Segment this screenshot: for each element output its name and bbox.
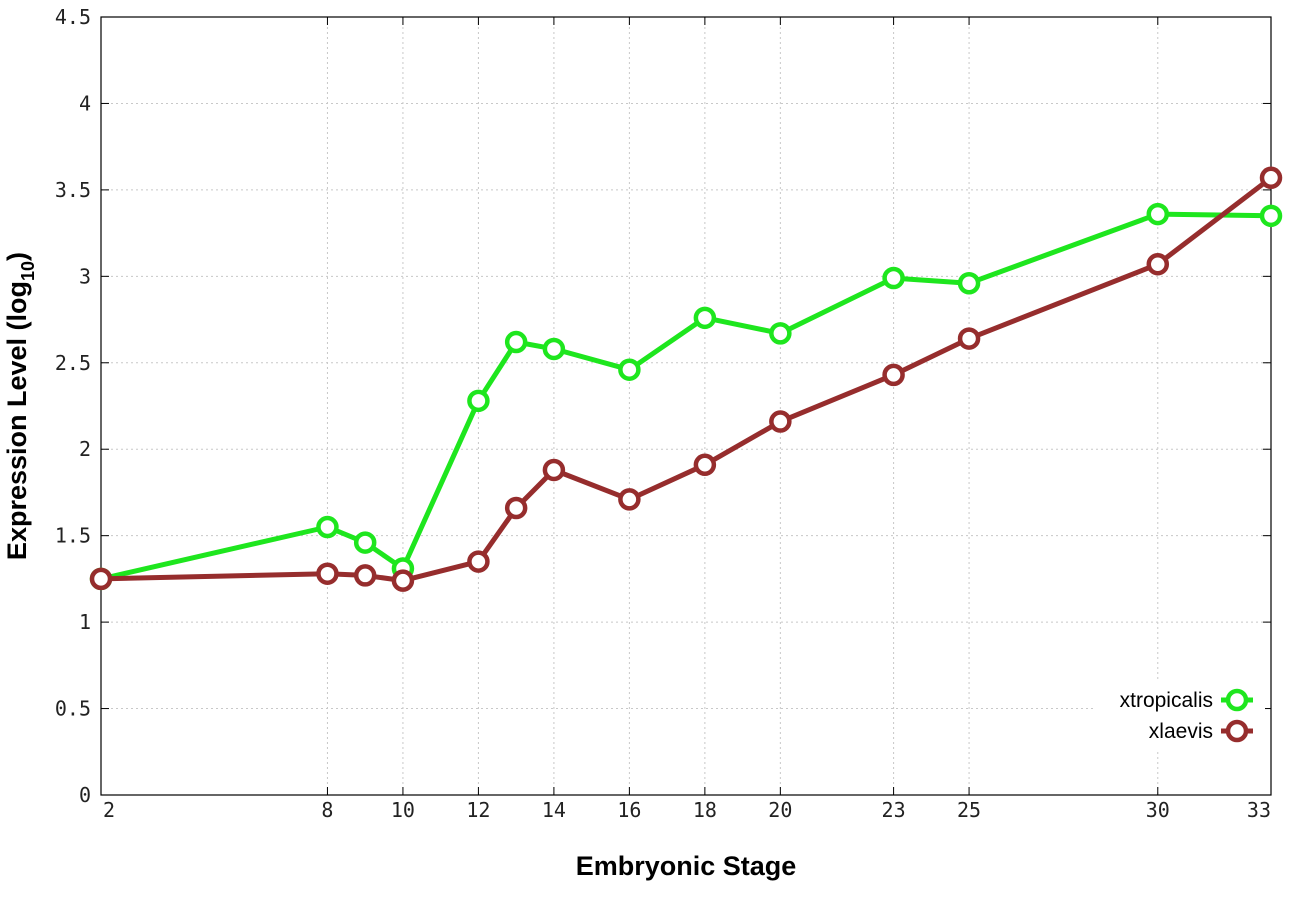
data-point bbox=[1146, 252, 1170, 276]
x-tick-label: 14 bbox=[542, 798, 566, 822]
x-tick-label: 16 bbox=[617, 798, 641, 822]
data-point bbox=[353, 531, 377, 554]
y-tick-label: 0 bbox=[79, 783, 91, 807]
series-lines bbox=[89, 166, 1283, 592]
legend-label: xlaevis bbox=[1149, 720, 1213, 743]
y-tick-label: 0.5 bbox=[55, 697, 91, 721]
legend-swatch-marker bbox=[1225, 688, 1249, 712]
data-point bbox=[882, 266, 905, 290]
data-point bbox=[882, 363, 905, 387]
x-axis-title: Embryonic Stage bbox=[576, 851, 797, 881]
data-point bbox=[1146, 202, 1170, 226]
data-point bbox=[618, 488, 641, 511]
axis-ticks: 0 0.5 1 1.5 2 2.5 3 3.5 4 4.5 2 8 10 12 14 16 18 20 23 25 30… bbox=[55, 5, 1272, 822]
data-point bbox=[769, 410, 792, 433]
y-tick-label: 2.5 bbox=[55, 351, 91, 375]
data-point bbox=[504, 496, 528, 520]
data-point bbox=[316, 562, 339, 585]
data-point bbox=[769, 322, 792, 345]
data-point bbox=[353, 564, 377, 587]
y-tick-label: 3.5 bbox=[55, 178, 91, 202]
x-tick-label: 23 bbox=[882, 798, 906, 822]
legend-swatch-marker bbox=[1225, 719, 1249, 743]
x-tick-label: 12 bbox=[466, 798, 490, 822]
series-xtropicalis bbox=[89, 202, 1283, 591]
data-point bbox=[467, 389, 490, 413]
legend: xtropicalis xlaevis bbox=[1095, 682, 1265, 750]
data-point bbox=[504, 330, 528, 354]
data-point bbox=[957, 327, 981, 350]
legend-label: xtropicalis bbox=[1120, 689, 1213, 712]
y-axis-title: Expression Level (log10) bbox=[2, 252, 38, 560]
y-tick-label: 1 bbox=[79, 610, 91, 634]
y-tick-label: 3 bbox=[79, 264, 91, 288]
y-tick-label: 1.5 bbox=[55, 524, 91, 548]
x-tick-label: 30 bbox=[1146, 798, 1170, 822]
x-tick-label: 20 bbox=[768, 798, 792, 822]
data-point bbox=[1259, 166, 1283, 190]
series-xlaevis bbox=[89, 166, 1283, 592]
data-point bbox=[693, 453, 717, 477]
x-tick-label: 25 bbox=[957, 798, 981, 822]
data-point bbox=[391, 569, 415, 592]
x-tick-label: 33 bbox=[1247, 798, 1271, 822]
y-tick-label: 4 bbox=[79, 91, 91, 115]
x-tick-label: 10 bbox=[391, 798, 415, 822]
data-point bbox=[542, 458, 566, 482]
data-point bbox=[316, 515, 339, 539]
series-line bbox=[100, 211, 1272, 582]
y-axis-title-subscript: 10 bbox=[18, 261, 38, 281]
x-tick-label: 18 bbox=[693, 798, 717, 822]
data-point bbox=[467, 550, 490, 573]
y-axis-title-close: ) bbox=[2, 252, 32, 261]
plot-frame bbox=[100, 16, 1272, 796]
y-tick-label: 2 bbox=[79, 437, 91, 461]
data-point bbox=[542, 337, 566, 361]
x-tick-label: 2 bbox=[103, 798, 115, 822]
data-point bbox=[693, 306, 717, 330]
data-point bbox=[957, 271, 981, 295]
y-tick-label: 4.5 bbox=[55, 5, 91, 29]
grid-lines bbox=[101, 17, 1271, 795]
data-point bbox=[1259, 204, 1283, 228]
x-tick-label: 8 bbox=[321, 798, 333, 822]
data-point bbox=[618, 358, 641, 381]
data-point bbox=[89, 567, 113, 591]
y-axis-title-main: Expression Level (log bbox=[2, 281, 32, 560]
